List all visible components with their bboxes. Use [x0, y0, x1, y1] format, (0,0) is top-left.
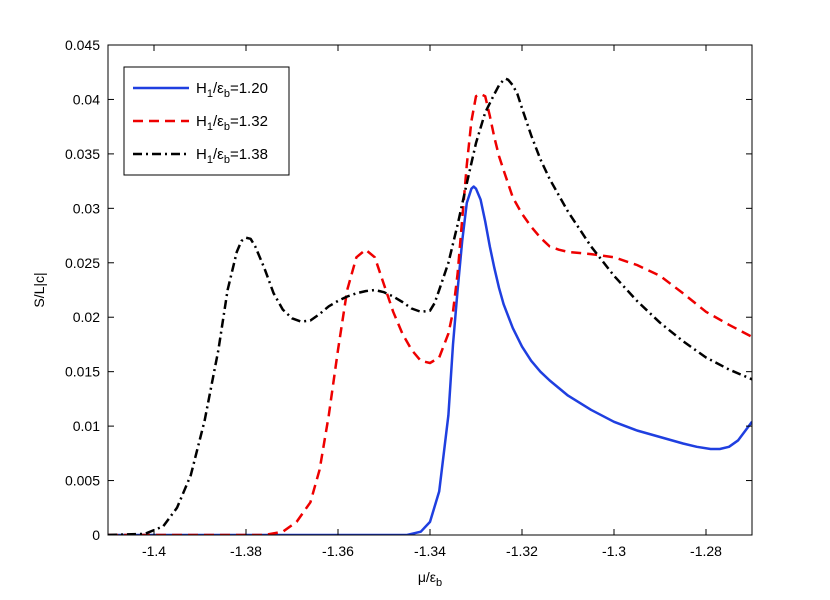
x-tick-label: -1.32 — [506, 543, 538, 559]
y-tick-label: 0.005 — [65, 473, 100, 489]
legend-subscript: b — [224, 154, 230, 166]
y-tick-label: 0.015 — [65, 364, 100, 380]
series-line-0 — [108, 185, 752, 535]
y-tick-label: 0.035 — [65, 146, 100, 162]
y-tick-label: 0 — [92, 527, 100, 543]
x-axis-label-main: μ/ε — [418, 569, 436, 585]
legend-subscript: 1 — [207, 121, 213, 133]
legend-text-part: /ε — [213, 80, 224, 97]
x-tick-label: -1.3 — [602, 543, 626, 559]
x-axis-label: μ/εb — [418, 569, 442, 589]
series-line-1 — [108, 92, 752, 535]
y-tick-label: 0.02 — [73, 309, 100, 325]
x-tick-label: -1.4 — [142, 543, 166, 559]
legend-text-part: H — [196, 146, 207, 163]
legend-subscript: 1 — [207, 88, 213, 100]
y-tick-label: 0.03 — [73, 200, 100, 216]
x-tick-label: -1.38 — [230, 543, 262, 559]
x-tick-label: -1.34 — [414, 543, 446, 559]
legend-text-part: =1.32 — [230, 113, 268, 130]
legend-subscript: 1 — [207, 154, 213, 166]
y-tick-label: 0.045 — [65, 37, 100, 53]
legend-text-part: H — [196, 80, 207, 97]
y-axis-label: S/L|c| — [31, 272, 47, 307]
series-layer — [108, 77, 752, 535]
y-tick-label: 0.04 — [73, 91, 100, 107]
y-tick-label: 0.025 — [65, 255, 100, 271]
legend-text-part: H — [196, 113, 207, 130]
ticks-layer: -1.4 -1.38 -1.36 -1.34 -1.32 -1.3 -1.28 0 0.005 0… — [65, 37, 752, 559]
legend-subscript: b — [224, 121, 230, 133]
x-tick-label: -1.36 — [322, 543, 354, 559]
legend-text-part: /ε — [213, 113, 224, 130]
x-tick-label: -1.28 — [690, 543, 722, 559]
x-axis-label-sub: b — [436, 577, 442, 589]
legend-label-2: H1/εb=1.38 — [196, 146, 268, 166]
series-line-2 — [108, 77, 752, 535]
legend-text-part: /ε — [213, 146, 224, 163]
legend-subscript: b — [224, 88, 230, 100]
legend-text-part: =1.20 — [230, 80, 268, 97]
y-tick-label: 0.01 — [73, 418, 100, 434]
legend-label-1: H1/εb=1.32 — [196, 113, 268, 133]
legend-label-0: H1/εb=1.20 — [196, 80, 268, 100]
legend-text-part: =1.38 — [230, 146, 268, 163]
